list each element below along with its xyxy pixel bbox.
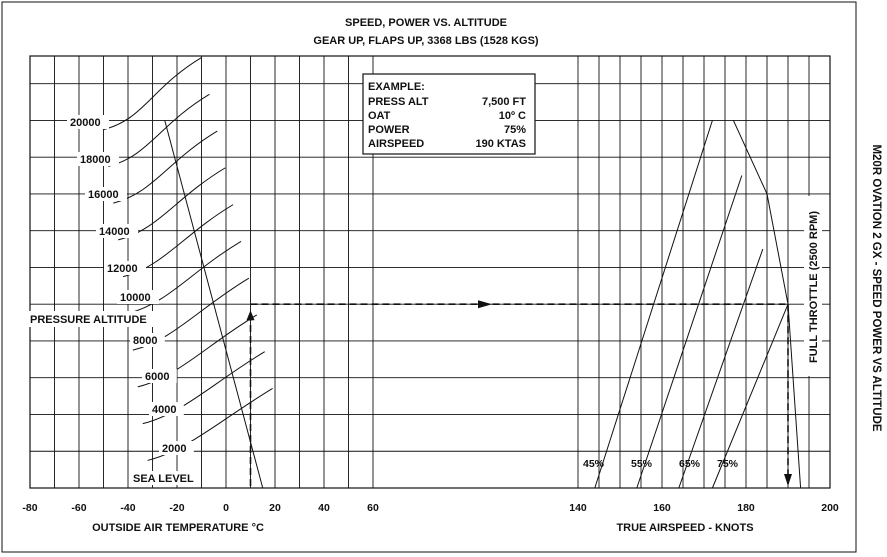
full-throttle-label: FULL THROTTLE (2500 RPM) bbox=[808, 211, 820, 363]
left-x-axis-label: OUTSIDE AIR TEMPERATURE °C bbox=[92, 522, 264, 534]
power-line-1 bbox=[636, 175, 743, 489]
power-line-0 bbox=[594, 120, 713, 489]
example-heading: EXAMPLE: bbox=[368, 81, 425, 93]
example-box bbox=[362, 73, 536, 155]
power-label-3: 75% bbox=[717, 458, 739, 470]
oat-tick-label-1: -60 bbox=[71, 502, 86, 514]
example-value-1: 10º C bbox=[499, 110, 526, 122]
altitude-label-bg-4 bbox=[130, 333, 165, 347]
oat-tick-label-5: 20 bbox=[269, 502, 281, 514]
power-label-1: 55% bbox=[631, 458, 653, 470]
plot-frame bbox=[29, 55, 831, 489]
altitude-label-bg-2 bbox=[149, 402, 184, 416]
oat-tick-label-2: -40 bbox=[120, 502, 135, 514]
side-title: M20R OVATION 2 GX - SPEED POWER VS ALTIT… bbox=[870, 144, 882, 431]
example-value-0: 7,500 FT bbox=[482, 96, 526, 108]
oat-tick-label-7: 60 bbox=[367, 502, 379, 514]
power-line-3 bbox=[711, 304, 789, 489]
power-line-4 bbox=[732, 120, 802, 489]
grid-lines bbox=[30, 56, 830, 488]
altitude-line-18000 bbox=[108, 93, 210, 167]
example-label-3: AIRSPEED bbox=[368, 138, 424, 150]
chart-subtitle: GEAR UP, FLAPS UP, 3368 LBS (1528 KGS) bbox=[313, 35, 539, 47]
altitude-label-2: 4000 bbox=[152, 404, 176, 416]
altitude-label-1: 2000 bbox=[162, 443, 186, 455]
altitude-label-bg-0 bbox=[130, 471, 201, 485]
example-arrow-down bbox=[784, 474, 792, 486]
chart-title: SPEED, POWER VS. ALTITUDE bbox=[345, 17, 507, 29]
oat-tick-label-0: -80 bbox=[22, 502, 37, 514]
tas-tick-label-3: 200 bbox=[821, 502, 839, 514]
figure-border bbox=[1, 1, 857, 553]
altitude-label-bg-10 bbox=[67, 115, 109, 129]
full-throttle-label-bg bbox=[804, 196, 822, 376]
oat-tick-label-4: 0 bbox=[223, 502, 229, 514]
example-value-3: 190 KTAS bbox=[475, 138, 526, 150]
altitude-label-bg-9 bbox=[77, 152, 119, 166]
altitude-label-4: 8000 bbox=[133, 335, 157, 347]
altitude-label-bg-7 bbox=[96, 224, 138, 238]
right-panel-lines bbox=[246, 120, 802, 489]
example-label-1: OAT bbox=[368, 110, 391, 122]
power-line-2 bbox=[678, 248, 764, 489]
altitude-label-7: 14000 bbox=[99, 226, 130, 238]
tas-tick-label-1: 160 bbox=[653, 502, 671, 514]
oat-tick-label-3: -20 bbox=[169, 502, 184, 514]
example-value-2: 75% bbox=[504, 124, 526, 136]
tas-tick-label-2: 180 bbox=[737, 502, 755, 514]
chart-labels: -80 -60 -40 -20 0 20 40 60 140 160 180 200 SEA LEVEL… bbox=[22, 115, 839, 514]
example-arrow-up bbox=[246, 310, 255, 321]
altitude-label-6: 12000 bbox=[107, 263, 138, 275]
altitude-label-0: SEA LEVEL bbox=[133, 473, 194, 485]
altitude-line-10000 bbox=[127, 240, 242, 314]
altitude-label-8: 16000 bbox=[88, 189, 119, 201]
right-x-axis-label: TRUE AIRSPEED - KNOTS bbox=[616, 522, 753, 534]
oat-tick-label-6: 40 bbox=[318, 502, 330, 514]
altitude-label-bg-1 bbox=[159, 441, 194, 455]
altitude-label-10: 20000 bbox=[70, 117, 101, 129]
altitude-line-4000 bbox=[142, 351, 265, 425]
altitude-line-2000 bbox=[147, 388, 273, 461]
standard-temperature-line bbox=[164, 120, 264, 489]
altitude-line-20000 bbox=[103, 57, 202, 131]
power-label-0: 45% bbox=[583, 458, 605, 470]
example-label-0: PRESS ALT bbox=[368, 96, 429, 108]
altitude-label-9: 18000 bbox=[80, 154, 111, 166]
tas-tick-label-0: 140 bbox=[569, 502, 587, 514]
example-label-2: POWER bbox=[368, 124, 410, 136]
power-label-2: 65% bbox=[679, 458, 701, 470]
altitude-label-5: 10000 bbox=[120, 292, 151, 304]
altitude-label-bg-6 bbox=[104, 261, 146, 275]
pressure-altitude-label: PRESSURE ALTITUDE bbox=[30, 314, 147, 326]
altitude-label-bg-3 bbox=[142, 369, 177, 383]
altitude-label-bg-8 bbox=[85, 187, 127, 201]
pressure-altitude-label-bg bbox=[27, 311, 167, 327]
example-arrow-right bbox=[478, 300, 492, 309]
altitude-label-3: 6000 bbox=[145, 371, 169, 383]
altitude-label-bg-5 bbox=[117, 290, 159, 304]
